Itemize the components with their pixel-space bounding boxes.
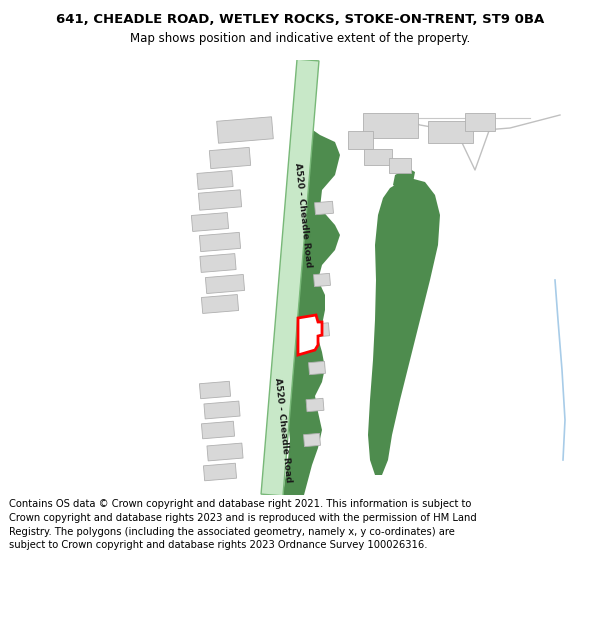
Polygon shape bbox=[314, 273, 331, 287]
Polygon shape bbox=[298, 315, 322, 355]
Polygon shape bbox=[304, 433, 320, 447]
Text: 641, CHEADLE ROAD, WETLEY ROCKS, STOKE-ON-TRENT, ST9 0BA: 641, CHEADLE ROAD, WETLEY ROCKS, STOKE-O… bbox=[56, 13, 544, 26]
Polygon shape bbox=[310, 322, 329, 338]
Polygon shape bbox=[199, 232, 241, 252]
Polygon shape bbox=[465, 113, 495, 131]
Polygon shape bbox=[199, 381, 230, 399]
Text: A520 - Cheadle Road: A520 - Cheadle Road bbox=[293, 162, 313, 268]
Polygon shape bbox=[427, 121, 473, 143]
Polygon shape bbox=[364, 149, 392, 165]
Polygon shape bbox=[207, 443, 243, 461]
Polygon shape bbox=[389, 158, 411, 172]
Polygon shape bbox=[347, 131, 373, 149]
Polygon shape bbox=[393, 168, 415, 190]
Polygon shape bbox=[261, 59, 319, 496]
Polygon shape bbox=[368, 178, 440, 475]
Polygon shape bbox=[191, 213, 229, 231]
Polygon shape bbox=[200, 254, 236, 272]
Polygon shape bbox=[217, 117, 274, 143]
Polygon shape bbox=[203, 463, 236, 481]
Polygon shape bbox=[362, 112, 418, 138]
Polygon shape bbox=[306, 398, 324, 412]
Polygon shape bbox=[199, 190, 242, 210]
Text: Contains OS data © Crown copyright and database right 2021. This information is : Contains OS data © Crown copyright and d… bbox=[9, 499, 477, 550]
Polygon shape bbox=[308, 361, 325, 374]
Text: Map shows position and indicative extent of the property.: Map shows position and indicative extent… bbox=[130, 32, 470, 45]
Polygon shape bbox=[314, 201, 334, 215]
Polygon shape bbox=[204, 401, 240, 419]
Polygon shape bbox=[202, 421, 235, 439]
Text: A520 - Cheadle Road: A520 - Cheadle Road bbox=[273, 378, 293, 482]
Polygon shape bbox=[209, 148, 251, 169]
Polygon shape bbox=[197, 171, 233, 189]
Polygon shape bbox=[283, 128, 340, 495]
Polygon shape bbox=[202, 294, 239, 314]
Polygon shape bbox=[205, 274, 245, 294]
